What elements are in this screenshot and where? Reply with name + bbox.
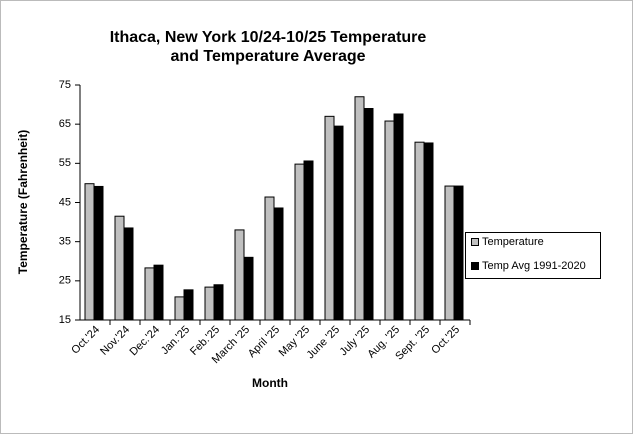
bar bbox=[354, 96, 365, 321]
bar bbox=[174, 296, 185, 321]
bar bbox=[273, 207, 284, 321]
bar bbox=[204, 286, 215, 321]
y-tick-label: 25 bbox=[59, 275, 71, 287]
bar bbox=[393, 113, 404, 321]
bar bbox=[183, 289, 194, 321]
bar bbox=[423, 142, 434, 321]
bar bbox=[303, 160, 314, 321]
bar bbox=[234, 229, 245, 321]
bar bbox=[84, 183, 95, 321]
bar bbox=[144, 267, 155, 321]
y-axis-title: Temperature (Fahrenheit) bbox=[16, 130, 30, 274]
y-tick-label: 15 bbox=[59, 314, 71, 326]
chart-title: Ithaca, New York 10/24-10/25 Temperature bbox=[110, 29, 427, 46]
y-tick-label: 75 bbox=[59, 79, 71, 91]
bar bbox=[213, 284, 224, 321]
bar bbox=[114, 215, 125, 321]
legend-box bbox=[465, 232, 601, 279]
legend-label: Temp Avg 1991-2020 bbox=[482, 260, 586, 272]
bar bbox=[324, 115, 335, 321]
bar bbox=[414, 141, 425, 321]
bar bbox=[444, 185, 455, 321]
legend-swatch bbox=[471, 238, 479, 246]
x-axis-title: Month bbox=[252, 376, 288, 390]
bar bbox=[363, 108, 374, 321]
y-tick-label: 55 bbox=[59, 157, 71, 169]
chart-title: and Temperature Average bbox=[170, 48, 365, 65]
legend-label: Temperature bbox=[482, 236, 544, 248]
bar bbox=[333, 125, 344, 321]
legend-swatch bbox=[471, 262, 479, 270]
bar bbox=[153, 264, 164, 321]
bar bbox=[453, 185, 464, 321]
bar bbox=[93, 185, 104, 321]
bar bbox=[123, 227, 134, 321]
bar bbox=[384, 120, 395, 321]
y-tick-label: 35 bbox=[59, 236, 71, 248]
bar bbox=[243, 256, 254, 321]
bar bbox=[294, 163, 305, 321]
y-tick-label: 65 bbox=[59, 118, 71, 130]
bar bbox=[264, 196, 275, 321]
y-tick-label: 45 bbox=[59, 196, 71, 208]
